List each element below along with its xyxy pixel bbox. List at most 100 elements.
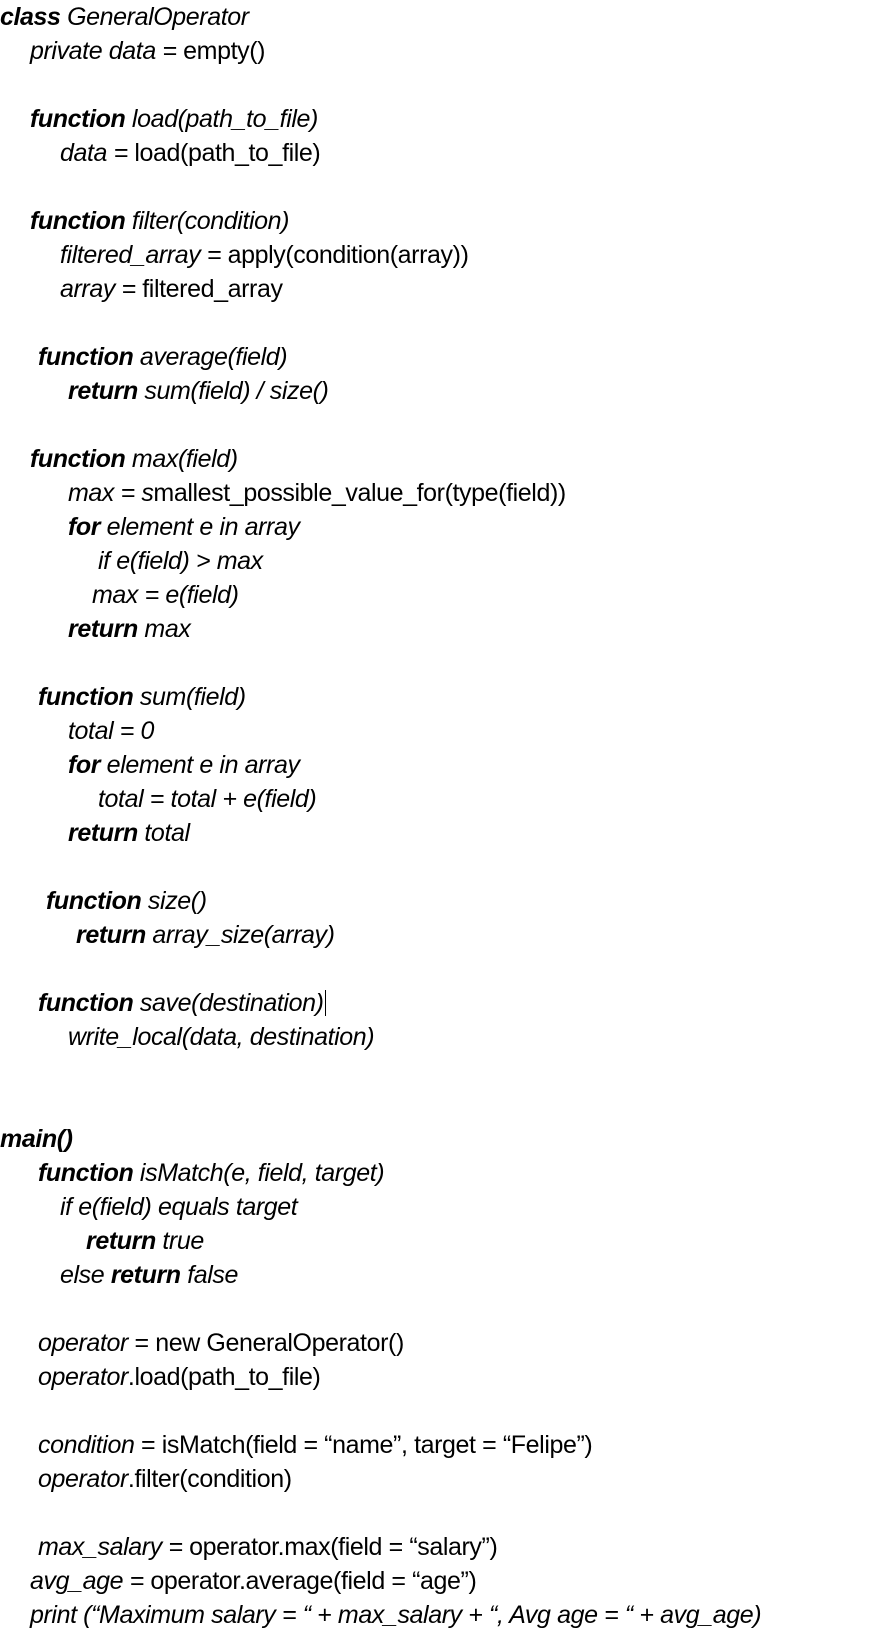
code-keyword: function	[38, 343, 134, 371]
code-line: function filter(condition)	[30, 204, 289, 238]
code-line: total = total + e(field)	[98, 782, 317, 816]
code-text: .filter(condition)	[127, 1465, 292, 1493]
code-line: max_salary = operator.max(field = “salar…	[38, 1530, 498, 1564]
code-line: function max(field)	[30, 442, 238, 476]
code-text: sum(field)	[133, 683, 246, 711]
code-text: array_size(array)	[145, 921, 335, 949]
code-text: load(path_to_file)	[125, 105, 318, 133]
code-line: operator = new GeneralOperator()	[38, 1326, 404, 1360]
code-line: filtered_array = apply(condition(array))	[60, 238, 469, 272]
code-text: max_salary =	[38, 1533, 183, 1561]
code-line: function load(path_to_file)	[30, 102, 318, 136]
code-text: condition	[38, 1431, 135, 1459]
code-line: return max	[68, 612, 191, 646]
code-line: function save(destination)	[38, 986, 327, 1020]
code-line: if e(field) equals target	[60, 1190, 298, 1224]
code-text: isMatch(e, field, target)	[133, 1159, 385, 1187]
code-text: empty()	[176, 37, 266, 65]
code-text: max	[137, 615, 191, 643]
code-line: max = e(field)	[92, 578, 239, 612]
code-text: filtered_array =	[60, 241, 222, 269]
code-text: true	[155, 1227, 204, 1255]
code-keyword: for	[68, 513, 101, 541]
code-keyword: return	[110, 1261, 181, 1289]
code-line: print (“Maximum salary = “ + max_salary …	[30, 1598, 762, 1632]
code-line: function isMatch(e, field, target)	[38, 1156, 385, 1190]
code-text: sum(field) / size()	[137, 377, 329, 405]
code-text: element e in array	[100, 513, 300, 541]
code-line: function size()	[46, 884, 207, 918]
code-line: return sum(field) / size()	[68, 374, 329, 408]
code-text: array =	[60, 275, 136, 303]
code-text: max = e(field)	[92, 581, 239, 609]
code-line: function sum(field)	[38, 680, 246, 714]
code-text: write_local(data, destination)	[68, 1023, 375, 1051]
code-keyword: return	[86, 1227, 156, 1255]
code-line: for element e in array	[68, 510, 300, 544]
code-text: max(field)	[125, 445, 238, 473]
code-line: total = 0	[68, 714, 154, 748]
code-keyword: for	[68, 751, 101, 779]
code-text: private data =	[30, 37, 177, 65]
code-text: load(path_to_file)	[127, 139, 321, 167]
code-keyword: class	[0, 3, 61, 31]
code-keyword: return	[68, 615, 138, 643]
code-line: max = smallest_possible_value_for(type(f…	[68, 476, 566, 510]
code-keyword: return	[68, 377, 138, 405]
code-keyword: main()	[0, 1125, 73, 1153]
code-keyword: function	[30, 105, 126, 133]
code-keyword: function	[38, 683, 134, 711]
code-text: total = 0	[68, 717, 155, 745]
code-text: operator	[38, 1329, 128, 1357]
code-text: apply(condition(array))	[221, 241, 469, 269]
code-text: save(destination)	[133, 989, 324, 1017]
code-text: size()	[141, 887, 207, 915]
code-text: max = s	[68, 479, 154, 507]
code-line: private data = empty()	[30, 34, 265, 68]
code-text: = isMatch(field = “name”, target = “Feli…	[134, 1431, 593, 1459]
code-line: for element e in array	[68, 748, 300, 782]
code-text: = new GeneralOperator()	[127, 1329, 404, 1357]
code-line: return total	[68, 816, 190, 850]
code-text: else	[60, 1261, 111, 1289]
code-text: average(field)	[133, 343, 288, 371]
code-text: filter(condition)	[125, 207, 290, 235]
code-text: operator.average(field = “age”)	[143, 1567, 477, 1595]
code-line: avg_age = operator.average(field = “age”…	[30, 1564, 477, 1598]
code-text: data =	[60, 139, 128, 167]
code-keyword: function	[38, 989, 134, 1017]
code-text: false	[180, 1261, 239, 1289]
code-line: write_local(data, destination)	[68, 1020, 375, 1054]
code-text: total = total + e(field)	[98, 785, 317, 813]
code-line: else return false	[60, 1258, 238, 1292]
code-text: total	[137, 819, 190, 847]
code-text: operator.max(field = “salary”)	[182, 1533, 498, 1561]
code-keyword: return	[76, 921, 146, 949]
code-line: array = filtered_array	[60, 272, 283, 306]
code-text: mallest_possible_value_for(type(field))	[153, 479, 566, 507]
code-line: return array_size(array)	[76, 918, 335, 952]
code-keyword: function	[38, 1159, 134, 1187]
code-line: return true	[86, 1224, 204, 1258]
code-line: condition = isMatch(field = “name”, targ…	[38, 1428, 593, 1462]
code-text: operator	[38, 1363, 128, 1391]
code-keyword: function	[46, 887, 142, 915]
code-text: operator	[38, 1465, 128, 1493]
code-text: filtered_array	[135, 275, 283, 303]
code-text: GeneralOperator	[60, 3, 249, 31]
code-line: function average(field)	[38, 340, 288, 374]
code-text: if e(field) > max	[98, 547, 263, 575]
code-text: .load(path_to_file)	[127, 1363, 321, 1391]
code-keyword: function	[30, 445, 126, 473]
code-keyword: function	[30, 207, 126, 235]
text-cursor	[324, 990, 327, 1016]
code-line: class GeneralOperator	[0, 0, 249, 34]
code-text: element e in array	[100, 751, 300, 779]
code-line: main()	[0, 1122, 73, 1156]
code-text: print (“Maximum salary = “ + max_salary …	[30, 1601, 762, 1629]
code-line: operator.load(path_to_file)	[38, 1360, 321, 1394]
code-line: if e(field) > max	[98, 544, 263, 578]
code-line: operator.filter(condition)	[38, 1462, 292, 1496]
code-keyword: return	[68, 819, 138, 847]
